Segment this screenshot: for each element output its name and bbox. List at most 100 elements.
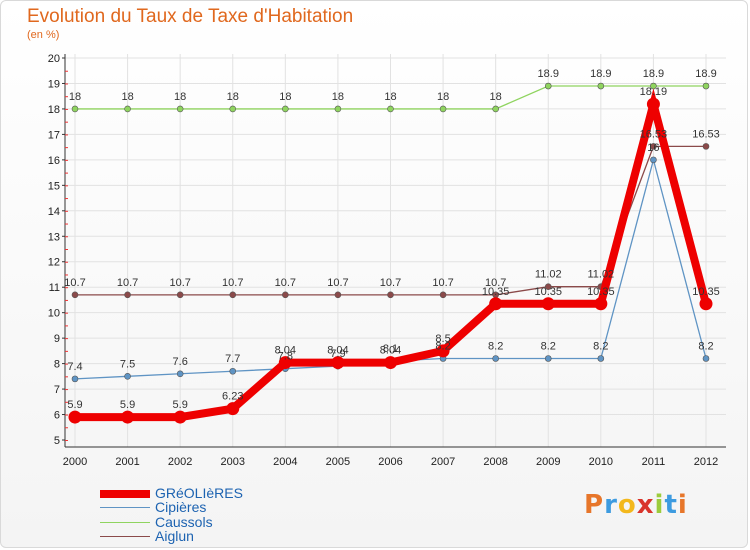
x-tick-label: 2011 xyxy=(642,456,666,468)
data-point-caussols xyxy=(439,105,447,113)
data-label-caussols: 18 xyxy=(174,91,186,103)
data-point-aiglun xyxy=(544,283,552,290)
x-tick-label: 2008 xyxy=(483,456,507,468)
y-tick-label: 5 xyxy=(54,435,60,447)
data-label-greolieres: 18.19 xyxy=(640,86,668,98)
x-tick-label: 2012 xyxy=(694,456,718,468)
data-label-cipieres: 7.5 xyxy=(120,358,135,370)
data-label-aiglun: 11.02 xyxy=(587,269,614,281)
data-point-cipieres xyxy=(544,355,552,362)
data-label-greolieres: 8.04 xyxy=(380,345,401,357)
series-lines xyxy=(68,82,713,424)
y-tick-label: 17 xyxy=(48,129,60,141)
data-label-greolieres: 8.5 xyxy=(435,333,450,345)
legend-label-caussols: Caussols xyxy=(155,514,213,530)
data-label-cipieres: 8.2 xyxy=(488,341,503,353)
data-point-caussols xyxy=(124,105,131,113)
data-point-aiglun xyxy=(176,291,184,299)
chart-subtitle: (en %) xyxy=(27,29,60,41)
data-label-cipieres: 7.6 xyxy=(173,356,188,368)
data-label-aiglun: 10.7 xyxy=(432,277,453,289)
y-tick-label: 15 xyxy=(48,180,60,192)
data-label-greolieres: 8.04 xyxy=(327,345,348,357)
data-label-greolieres: 5.9 xyxy=(120,399,135,411)
data-point-caussols xyxy=(702,82,710,90)
data-point-aiglun xyxy=(439,291,447,299)
logo-letter: r xyxy=(604,490,618,520)
data-label-cipieres: 8.2 xyxy=(593,341,608,353)
y-tick-label: 20 xyxy=(48,53,60,65)
data-label-caussols: 18.9 xyxy=(538,68,559,80)
data-point-caussols xyxy=(334,105,342,113)
legend-swatch-aiglun xyxy=(100,536,150,537)
y-tick-label: 19 xyxy=(48,78,60,90)
data-point-greolieres xyxy=(121,410,135,424)
y-tick-label: 11 xyxy=(49,282,60,294)
data-label-aiglun: 10.7 xyxy=(64,277,85,289)
data-point-cipieres xyxy=(597,355,605,362)
x-tick-label: 2010 xyxy=(589,456,613,468)
data-point-greolieres xyxy=(173,410,187,424)
logo-letter: P xyxy=(584,490,605,520)
logo-letter: o xyxy=(617,490,637,520)
data-label-aiglun: 10.7 xyxy=(275,277,296,289)
data-label-caussols: 18.9 xyxy=(695,68,716,80)
data-point-cipieres xyxy=(124,373,131,380)
y-tick-label: 6 xyxy=(54,410,60,422)
legend-swatch-cipieres xyxy=(100,507,150,508)
x-tick-label: 2009 xyxy=(536,456,560,468)
data-point-caussols xyxy=(176,105,184,113)
legend-swatch-caussols xyxy=(100,522,150,523)
y-tick-label: 13 xyxy=(48,231,60,243)
data-point-cipieres xyxy=(650,156,657,164)
data-point-cipieres xyxy=(71,375,79,383)
data-point-cipieres xyxy=(176,370,184,378)
logo-letter: i xyxy=(654,490,665,520)
data-label-cipieres: 8.1 xyxy=(383,343,398,355)
data-label-caussols: 18 xyxy=(279,91,291,103)
data-point-aiglun xyxy=(229,291,237,299)
data-label-aiglun: 10.7 xyxy=(380,277,401,289)
data-label-cipieres: 8.2 xyxy=(698,341,713,353)
data-point-greolieres xyxy=(594,297,608,311)
data-point-cipieres xyxy=(492,355,499,362)
chart-title: Evolution du Taux de Taxe d'Habitation xyxy=(27,6,354,27)
data-label-aiglun: 10.7 xyxy=(222,277,243,289)
data-point-aiglun xyxy=(387,291,394,299)
data-point-caussols xyxy=(387,105,394,113)
data-point-greolieres xyxy=(68,410,82,424)
data-label-caussols: 18 xyxy=(384,91,396,103)
legend-label-cipieres: Cipières xyxy=(155,499,207,515)
x-tick-label: 2002 xyxy=(168,456,192,468)
x-tick-label: 2006 xyxy=(378,456,402,468)
data-point-greolieres xyxy=(541,297,555,311)
data-point-caussols xyxy=(71,105,79,113)
data-label-caussols: 18 xyxy=(121,91,133,103)
data-point-greolieres xyxy=(489,297,503,311)
y-tick-label: 12 xyxy=(48,257,60,269)
legend-item-caussols: Caussols xyxy=(100,515,300,530)
data-label-caussols: 18.9 xyxy=(590,68,611,80)
data-label-aiglun: 16.53 xyxy=(692,128,720,140)
data-point-caussols xyxy=(492,105,499,113)
x-tick-label: 2001 xyxy=(115,456,139,468)
x-tick-label: 2007 xyxy=(431,456,455,468)
data-label-caussols: 18 xyxy=(437,91,449,103)
data-label-aiglun: 10.7 xyxy=(327,277,348,289)
x-tick-label: 2004 xyxy=(273,456,297,468)
data-point-greolieres xyxy=(331,356,345,370)
data-point-caussols xyxy=(597,82,605,90)
data-label-cipieres: 8.2 xyxy=(541,341,556,353)
data-label-greolieres: 10.35 xyxy=(534,286,562,298)
data-label-cipieres: 8.2 xyxy=(435,341,450,353)
data-point-caussols xyxy=(282,105,289,113)
data-label-aiglun: 10.7 xyxy=(485,277,506,289)
data-label-greolieres: 5.9 xyxy=(173,399,188,411)
data-label-caussols: 18 xyxy=(332,91,344,103)
y-tick-label: 14 xyxy=(48,206,60,218)
logo-letter: t xyxy=(664,490,678,520)
data-label-cipieres: 7.7 xyxy=(225,353,240,365)
data-label-greolieres: 6.23 xyxy=(222,391,243,403)
y-tick-label: 9 xyxy=(54,333,60,345)
